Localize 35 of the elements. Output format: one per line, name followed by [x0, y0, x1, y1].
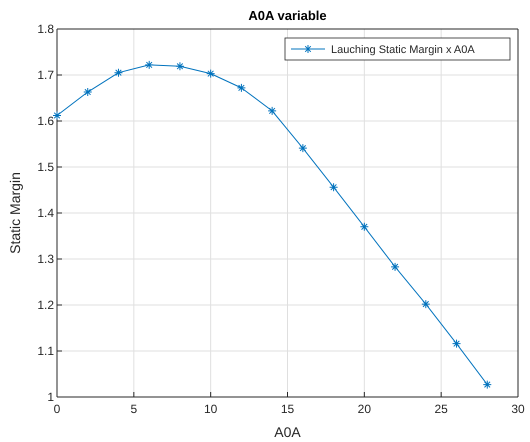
- x-tick-label: 20: [358, 402, 372, 416]
- chart-title: A0A variable: [248, 8, 327, 23]
- x-tick-label: 30: [511, 402, 525, 416]
- point: [175, 62, 184, 71]
- y-tick-label: 1.4: [37, 206, 54, 220]
- point: [144, 60, 154, 70]
- point: [114, 68, 123, 78]
- legend-label: Lauching Static Margin x A0A: [331, 44, 476, 56]
- x-tick-label: 5: [130, 402, 138, 416]
- point: [329, 182, 338, 192]
- point: [421, 300, 430, 309]
- point: [206, 69, 216, 78]
- x-tick-label: 10: [204, 402, 218, 416]
- y-axis-title: Static Margin: [7, 172, 23, 254]
- x-axis-title: A0A: [274, 424, 302, 440]
- point: [390, 262, 400, 272]
- point: [83, 88, 92, 97]
- point: [52, 110, 62, 120]
- x-tick-label: 15: [280, 402, 294, 416]
- y-tick-label: 1.1: [37, 344, 54, 358]
- y-tick-label: 1.2: [37, 298, 54, 312]
- y-tick-label: 1.8: [37, 22, 54, 36]
- point: [482, 380, 492, 390]
- x-tick-label: 25: [434, 402, 448, 416]
- y-tick-label: 1.6: [37, 114, 54, 128]
- y-tick-label: 1.3: [37, 252, 54, 266]
- point: [298, 144, 308, 153]
- point: [236, 83, 246, 92]
- y-tick-label: 1.5: [37, 160, 54, 174]
- point: [360, 222, 369, 232]
- point: [268, 106, 277, 116]
- y-tick-label: 1: [47, 390, 54, 404]
- point: [452, 339, 462, 348]
- y-tick-label: 1.7: [37, 68, 54, 82]
- x-tick-label: 0: [54, 402, 61, 416]
